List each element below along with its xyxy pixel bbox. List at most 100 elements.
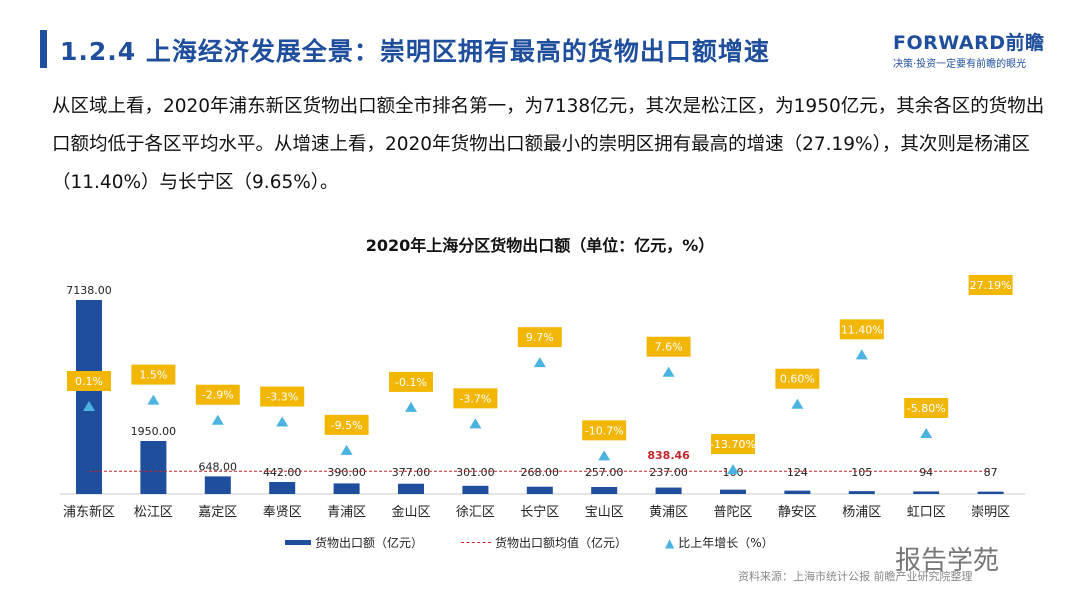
category-label: 长宁区 <box>520 504 559 520</box>
legend-growth: ▲ 比上年增长（%） <box>665 535 774 551</box>
category-label: 金山区 <box>391 504 430 520</box>
legend-bar: 货物出口额（亿元） <box>285 534 423 551</box>
bar-value-label: 377.00 <box>392 466 431 479</box>
bar <box>333 483 360 494</box>
growth-label-box <box>646 336 691 357</box>
growth-label-box <box>775 368 820 389</box>
bar <box>655 487 682 494</box>
growth-label-box <box>260 386 305 407</box>
growth-label-box <box>67 371 111 391</box>
growth-label-box <box>839 319 884 340</box>
growth-label-box <box>453 388 498 409</box>
growth-marker <box>469 418 482 429</box>
growth-marker <box>276 416 289 427</box>
growth-marker <box>598 450 611 461</box>
growth-label-box <box>324 414 369 435</box>
bar <box>848 491 875 494</box>
bar-value-label: 87 <box>984 466 998 479</box>
source-note: 资料来源：上海市统计公报 前瞻产业研究院整理 <box>738 570 973 583</box>
bar <box>140 441 167 494</box>
growth-label-box <box>389 371 433 392</box>
growth-label: 11.40% <box>841 323 883 336</box>
growth-label: -0.1% <box>395 376 427 389</box>
category-label: 松江区 <box>134 505 173 520</box>
growth-label-box <box>904 397 949 418</box>
page-title: 1.2.4 上海经济发展全景：崇明区拥有最高的货物出口额增速 <box>60 37 770 66</box>
bar-value-label: 7138.00 <box>66 284 112 297</box>
growth-label-box <box>711 434 755 455</box>
logo: FORWARD前瞻 决策·投资一定要有前瞻的眼光 <box>893 28 1044 70</box>
growth-label-box <box>582 420 627 441</box>
bar <box>977 491 1004 494</box>
growth-label: 9.7% <box>526 331 554 344</box>
growth-marker <box>533 357 546 368</box>
growth-marker <box>727 464 739 475</box>
title-accent-bar <box>40 30 47 68</box>
bar <box>398 483 424 494</box>
chart-legend: 货物出口额（亿元） 货物出口额均值（亿元） ▲ 比上年增长（%） <box>285 534 774 551</box>
category-label: 奉贤区 <box>263 505 302 520</box>
bar <box>720 489 746 494</box>
growth-label-box <box>517 327 562 348</box>
category-label: 杨浦区 <box>842 505 881 520</box>
summary-paragraph: 从区域上看，2020年浦东新区货物出口额全市排名第一，为7138亿元，其次是松江… <box>52 96 1045 193</box>
growth-label: -3.3% <box>266 391 298 404</box>
watermark: 报告学苑 <box>895 546 1000 576</box>
growth-label-box <box>195 384 240 405</box>
category-label: 嘉定区 <box>198 505 237 520</box>
bar-value-label: 390.00 <box>327 466 366 479</box>
logo-slogan: 决策·投资一定要有前瞻的眼光 <box>893 59 1027 70</box>
growth-label-box <box>968 275 1013 295</box>
growth-label: 7.6% <box>655 341 683 354</box>
category-label: 普陀区 <box>713 504 752 520</box>
bar-value-label: 1950.00 <box>131 425 177 438</box>
growth-label: 0.60% <box>780 373 815 386</box>
bar-value-label: 94 <box>919 466 933 479</box>
bar <box>204 476 231 494</box>
bar <box>526 486 553 494</box>
growth-marker <box>662 366 675 377</box>
growth-marker <box>791 398 804 409</box>
bar <box>462 485 489 494</box>
growth-label: 27.19% <box>970 279 1012 292</box>
growth-marker <box>83 401 95 411</box>
growth-marker <box>405 401 417 412</box>
bar-value-label: 301.00 <box>456 466 495 479</box>
category-label: 静安区 <box>778 505 817 520</box>
category-label: 浦东新区 <box>63 504 115 520</box>
growth-label: -10.7% <box>585 424 624 437</box>
growth-label: -5.80% <box>907 402 946 415</box>
bar-value-label: 105 <box>851 466 872 479</box>
category-label: 虹口区 <box>907 505 946 520</box>
bar-value-label: 237.00 <box>649 466 688 479</box>
growth-marker <box>147 394 160 405</box>
bar-value-label: 442.00 <box>263 466 302 479</box>
category-label: 徐汇区 <box>456 505 495 520</box>
logo-brand: FORWARD前瞻 <box>893 32 1045 54</box>
growth-marker <box>211 414 224 425</box>
growth-label: 0.1% <box>75 375 103 388</box>
growth-marker <box>920 427 933 438</box>
bar-value-label: 268.00 <box>521 466 560 479</box>
growth-label-box <box>131 364 176 385</box>
bar <box>269 481 296 494</box>
growth-label: -3.7% <box>459 392 491 405</box>
growth-marker <box>340 444 353 455</box>
bar-value-label: 124 <box>787 466 808 479</box>
bar-value-label: 648.00 <box>199 460 238 473</box>
average-value-label: 838.46 <box>647 449 690 462</box>
category-label: 黄浦区 <box>649 505 688 520</box>
category-label: 宝山区 <box>585 505 624 520</box>
chart-title: 2020年上海分区货物出口额（单位：亿元，%） <box>365 236 715 255</box>
bar <box>76 300 102 494</box>
bar <box>591 487 618 494</box>
bar <box>913 491 940 494</box>
bar-value-label: 257.00 <box>585 466 624 479</box>
growth-label: -2.9% <box>202 389 234 402</box>
legend-average-line: 货物出口额均值（亿元） <box>461 534 627 551</box>
growth-label: -9.5% <box>331 419 363 432</box>
bar <box>784 490 811 494</box>
growth-label: -13.70% <box>710 438 756 451</box>
